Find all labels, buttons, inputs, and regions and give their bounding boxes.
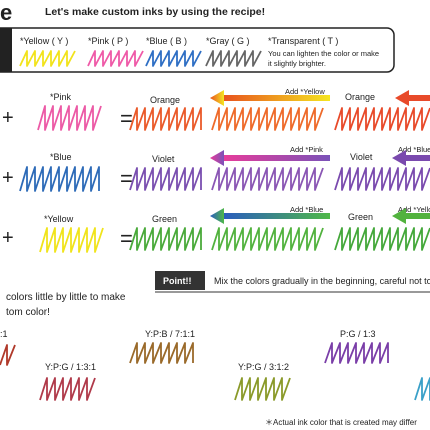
arrow-body (222, 155, 330, 161)
ink-scribble (87, 50, 144, 67)
ingredient: *Yellow (44, 214, 74, 224)
base-ink-box (0, 27, 395, 73)
base-ink: *Transparent ( T ) (268, 36, 338, 46)
recipe: :1 (0, 329, 8, 339)
add-label: Add *Pink (290, 145, 323, 154)
footnote: ＊Actual ink color that is created may di… (265, 418, 417, 427)
equals: = (120, 226, 133, 251)
add-label: Add *Yellow (285, 87, 325, 96)
ink-scribble (129, 342, 194, 364)
add-label: Add *Yellow (398, 205, 430, 214)
arrow-head (395, 90, 409, 106)
plus: + (2, 167, 14, 189)
box-tab (0, 28, 12, 72)
ink-scribble (19, 50, 76, 67)
recipe: Y:P:G / 1:3:1 (45, 362, 96, 372)
ink-scribble (211, 107, 324, 131)
ingredient: *Blue (50, 152, 72, 162)
arrow-head (210, 90, 224, 106)
ink-scribble (211, 227, 324, 251)
ink-scribble (324, 342, 389, 364)
point-badge: Point!! (163, 276, 192, 286)
plus: + (2, 227, 14, 249)
mix-row: + *Yellow = Green Add *Blue Green Add *Y… (2, 205, 430, 251)
transparent-note: You can lighten the color or make (268, 49, 379, 58)
add-label: Add *Blue (398, 145, 430, 154)
equals: = (120, 166, 133, 191)
point-badge-bg (155, 271, 205, 290)
ink-scribble (414, 377, 430, 401)
equals: = (120, 106, 133, 131)
add-label: Add *Blue (290, 205, 323, 214)
arrow-body (407, 95, 430, 101)
result: Orange (150, 95, 180, 105)
ink-scribble (39, 377, 96, 401)
result: Violet (152, 154, 175, 164)
base-ink: *Pink ( P ) (88, 36, 128, 46)
ink-scribble (0, 344, 16, 366)
tip: colors little by little to make (6, 292, 126, 303)
result-repeat: Violet (350, 152, 373, 162)
ink-scribble (129, 227, 202, 251)
plus: + (2, 107, 14, 129)
arrow-head (210, 208, 224, 224)
ingredient: *Pink (50, 92, 72, 102)
result-repeat: Green (348, 212, 373, 222)
ink-scribble (234, 377, 291, 401)
arrow-body (222, 213, 330, 219)
ink-scribble (37, 105, 102, 131)
ink-scribble (334, 167, 430, 191)
transparent-note: it slightly brighter. (268, 59, 326, 68)
mix-row: + *Blue = Violet Add *Pink Violet Add *B… (2, 145, 430, 191)
arrow-body (404, 213, 430, 219)
mix-row: + *Pink = Orange Add *Yellow Orange (2, 87, 375, 131)
tagline: Let's make custom inks by using the reci… (45, 6, 265, 18)
ink-scribble (145, 50, 202, 67)
ink-scribble (334, 227, 430, 251)
ink-scribble (39, 227, 104, 253)
base-ink: *Blue ( B ) (146, 36, 187, 46)
arrow-head (392, 208, 406, 224)
recipe: Y:P:B / 7:1:1 (145, 329, 195, 339)
title-fragment: e (0, 0, 12, 25)
arrow-head (210, 150, 224, 166)
result: Green (152, 214, 177, 224)
recipe: Y:P:G / 3:1:2 (238, 362, 289, 372)
result-repeat: Orange (345, 92, 375, 102)
arrow-head (392, 150, 406, 166)
recipe: P:G / 1:3 (340, 329, 376, 339)
ink-scribble (334, 107, 430, 131)
arrow-body (404, 155, 430, 161)
ink-scribble (129, 167, 202, 191)
ink-scribble (19, 166, 100, 192)
base-ink: *Yellow ( Y ) (20, 36, 68, 46)
ink-scribble (129, 107, 202, 131)
tip: tom color! (6, 307, 50, 318)
arrow-body (222, 95, 330, 101)
point-text: Mix the colors gradually in the beginnin… (214, 276, 430, 286)
ink-scribble (205, 50, 262, 67)
base-ink: *Gray ( G ) (206, 36, 250, 46)
ink-scribble (211, 167, 324, 191)
